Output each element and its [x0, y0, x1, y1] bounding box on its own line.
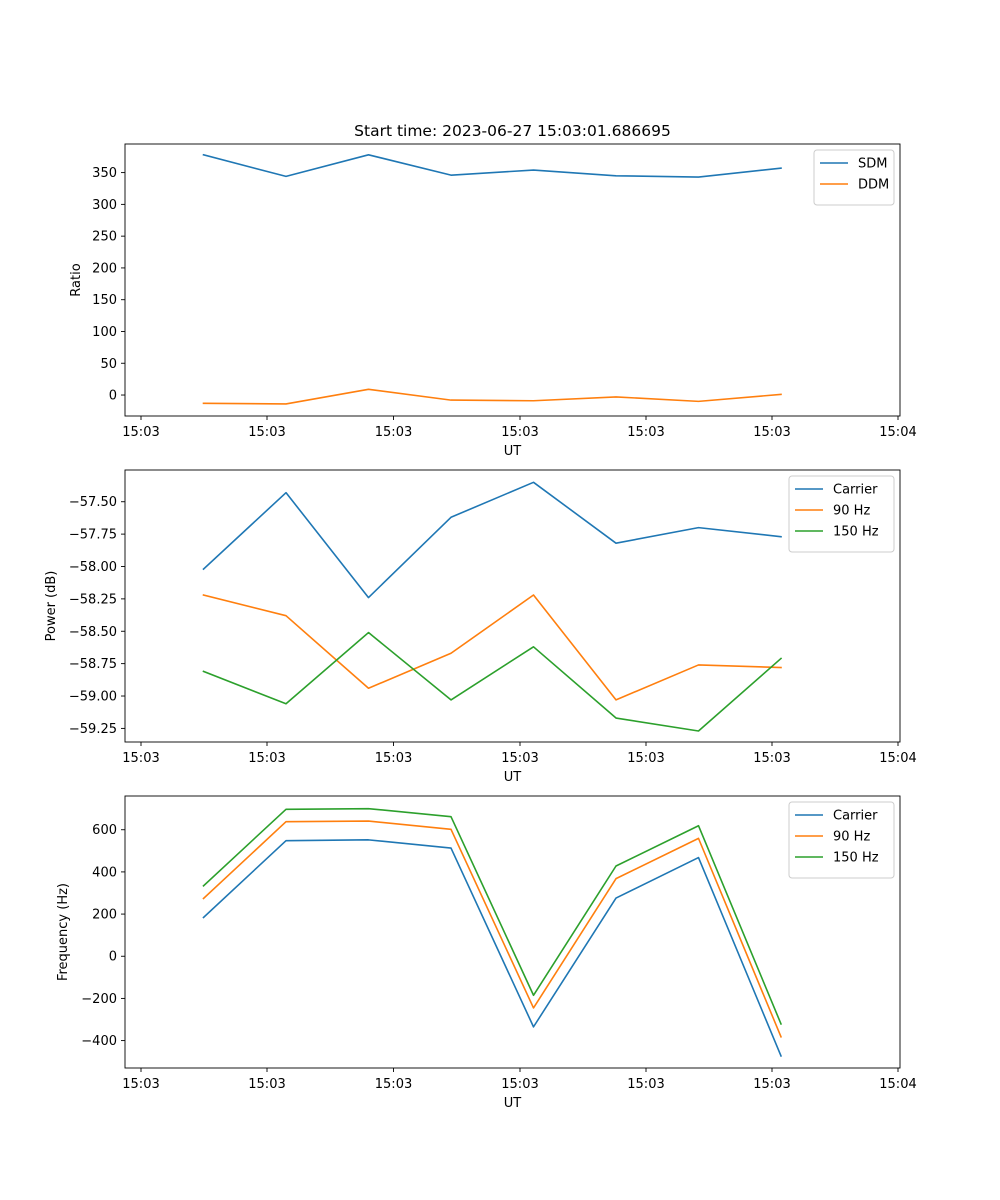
frequency-y-tick-label: −400	[81, 1034, 117, 1049]
ratio-legend-label: SDM	[858, 157, 887, 172]
ratio-x-tick-label: 15:03	[375, 425, 412, 440]
ratio-y-tick-label: 250	[92, 230, 117, 245]
ratio-y-tick-label: 0	[109, 389, 117, 404]
frequency-y-tick-label: 0	[109, 950, 117, 965]
power-y-tick-label: −58.00	[69, 560, 117, 575]
power-y-tick-label: −58.25	[69, 592, 117, 607]
power-y-tick-label: −57.50	[69, 495, 117, 510]
ratio-series-ddm-line	[202, 388, 782, 405]
ratio-x-tick-label: 15:03	[627, 425, 664, 440]
ratio-x-tick-label: 15:03	[122, 425, 159, 440]
ratio-y-tick-label: 100	[92, 325, 117, 340]
frequency-series-carrier-line	[202, 839, 783, 1058]
frequency-x-tick-label: 15:03	[627, 1077, 664, 1092]
frequency-subplot: 15:03 15:03 15:03 15:03 15:03 15:03 15:04 −400 −…	[56, 795, 917, 1111]
ratio-y-tick-label: 50	[100, 357, 117, 372]
power-y-tick-label: −57.75	[69, 528, 117, 543]
frequency-x-tick-label: 15:03	[501, 1077, 538, 1092]
power-legend-label: Carrier	[833, 483, 878, 498]
ratio-legend-label: DDM	[858, 178, 889, 193]
power-series-carrier-line	[202, 481, 782, 599]
ratio-x-tick-label: 15:04	[879, 425, 916, 440]
frequency-legend: Carrier 90 Hz 150 Hz	[788, 801, 895, 879]
power-x-tick-label: 15:03	[627, 751, 664, 766]
frequency-legend-label: Carrier	[833, 809, 878, 824]
ratio-x-tick-label: 15:03	[248, 425, 285, 440]
frequency-series-90-hz-line	[202, 820, 783, 1038]
frequency-legend-box	[788, 801, 895, 879]
frequency-x-axis-label: UT	[504, 1096, 522, 1111]
power-legend-box	[788, 475, 895, 553]
frequency-x-tick-label: 15:03	[122, 1077, 159, 1092]
frequency-x-tick-label: 15:04	[879, 1077, 916, 1092]
ratio-y-tick-label: 150	[92, 293, 117, 308]
power-x-axis-label: UT	[504, 770, 522, 785]
power-x-tick-label: 15:04	[879, 751, 916, 766]
frequency-series-150-hz-line	[202, 807, 783, 1025]
frequency-y-axis-label: Frequency (Hz)	[56, 883, 71, 981]
ratio-legend: SDM DDM	[813, 149, 895, 206]
ratio-x-tick-label: 15:03	[753, 425, 790, 440]
power-x-tick-label: 15:03	[248, 751, 285, 766]
power-x-tick-label: 15:03	[753, 751, 790, 766]
ratio-x-axis-label: UT	[504, 444, 522, 459]
ratio-y-tick-label: 350	[92, 166, 117, 181]
ratio-x-tick-label: 15:03	[501, 425, 538, 440]
ratio-subplot: 15:03 15:03 15:03 15:03 15:03 15:03 15:04 0 50 10…	[69, 143, 917, 459]
ratio-y-axis-label: Ratio	[69, 263, 84, 296]
ratio-y-tick-label: 200	[92, 261, 117, 276]
power-legend-label: 150 Hz	[833, 525, 879, 540]
ratio-series-sdm-line	[202, 153, 782, 178]
power-series-150-hz-line	[202, 631, 783, 732]
power-y-tick-label: −59.25	[69, 722, 117, 737]
power-legend: Carrier 90 Hz 150 Hz	[788, 475, 895, 553]
frequency-legend-label: 150 Hz	[833, 851, 879, 866]
power-subplot: 15:03 15:03 15:03 15:03 15:03 15:03 15:04 −59.2…	[44, 469, 917, 785]
frequency-axes-frame	[124, 795, 901, 1069]
power-x-tick-label: 15:03	[122, 751, 159, 766]
power-x-tick-label: 15:03	[375, 751, 412, 766]
frequency-y-tick-label: 600	[92, 823, 117, 838]
frequency-y-tick-label: −200	[81, 992, 117, 1007]
power-y-tick-label: −58.75	[69, 657, 117, 672]
power-x-tick-label: 15:03	[501, 751, 538, 766]
ratio-y-tick-label: 300	[92, 198, 117, 213]
frequency-y-tick-label: 400	[92, 865, 117, 880]
power-series-90-hz-line	[202, 594, 782, 701]
ratio-axes-frame	[124, 143, 901, 417]
power-axes-frame	[124, 469, 901, 743]
power-y-tick-label: −59.00	[69, 690, 117, 705]
power-y-tick-label: −58.50	[69, 625, 117, 640]
figure-title: Start time: 2023-06-27 15:03:01.686695	[354, 122, 671, 140]
frequency-x-tick-label: 15:03	[753, 1077, 790, 1092]
frequency-x-tick-label: 15:03	[375, 1077, 412, 1092]
frequency-y-tick-label: 200	[92, 908, 117, 923]
frequency-x-tick-label: 15:03	[248, 1077, 285, 1092]
power-y-axis-label: Power (dB)	[44, 571, 59, 642]
frequency-legend-label: 90 Hz	[833, 830, 870, 845]
power-legend-label: 90 Hz	[833, 504, 870, 519]
